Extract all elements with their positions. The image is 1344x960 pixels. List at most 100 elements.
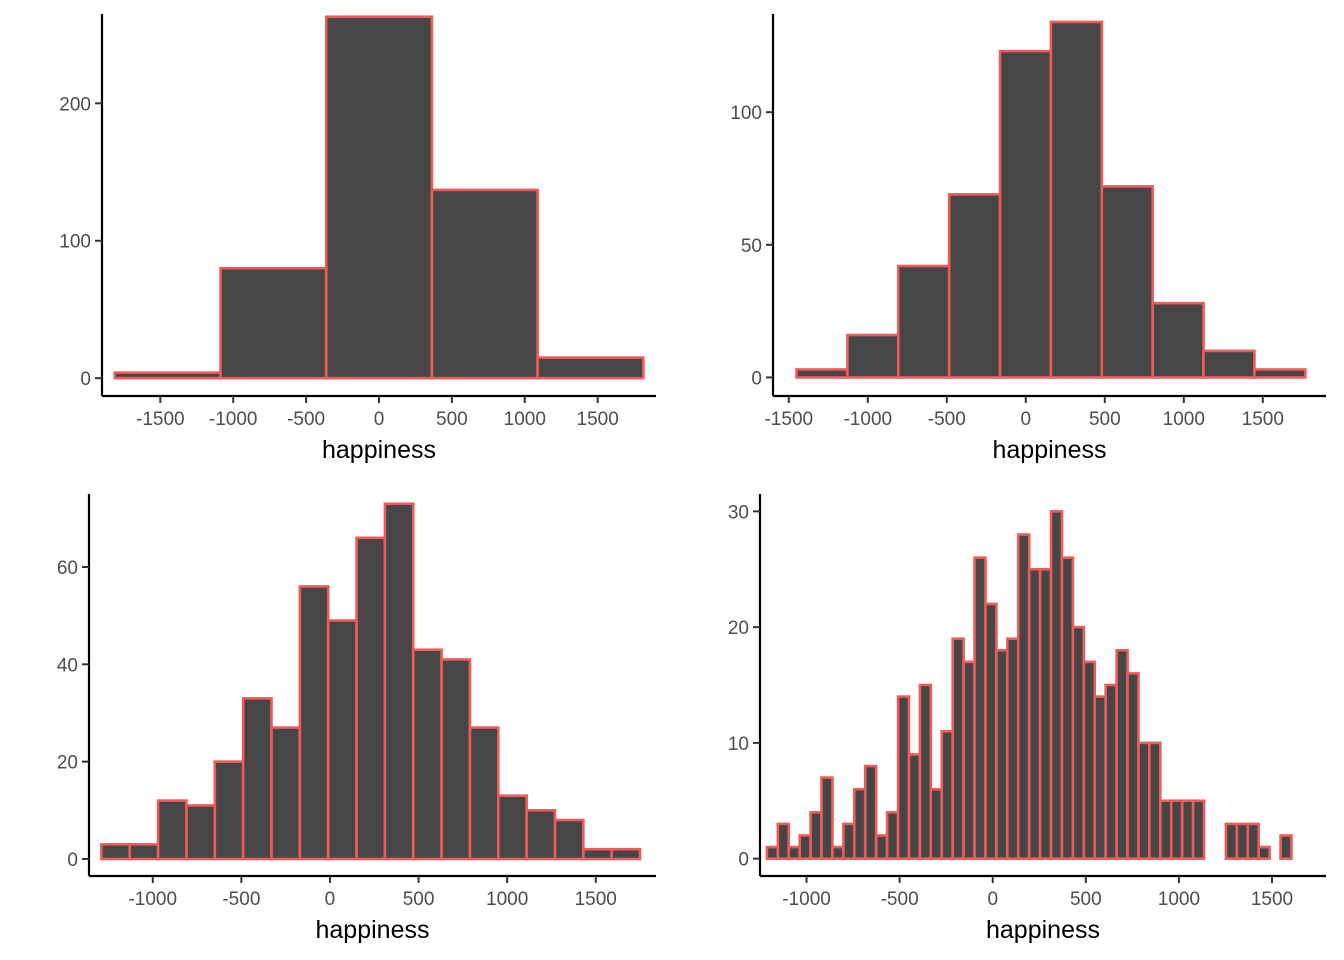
histogram-bar [962,660,976,860]
histogram-bar [863,764,878,860]
histogram-bar [128,843,160,861]
x-tick-label: 500 [1070,889,1102,910]
histogram-bar [984,602,998,860]
histogram-bar [411,648,443,861]
histogram-bar [298,585,330,861]
histogram-bar [1104,683,1118,860]
histogram-bar [795,368,849,379]
y-tick-label: 50 [741,236,762,257]
histogram-bar [998,49,1053,379]
histogram-bar [355,536,387,861]
histogram-bar [1224,822,1239,860]
histogram-bar [853,787,867,860]
x-tick-label: 1500 [575,889,617,910]
y-tick-label: 10 [728,734,749,755]
histogram-bar [973,556,987,860]
histogram-bar [1100,185,1154,379]
x-axis-title: happiness [316,916,430,944]
histogram-bar [765,845,780,860]
histogram-bar [536,356,645,380]
x-tick-label: 0 [374,409,385,430]
x-tick-label: 500 [436,409,468,430]
histogram-bar [1137,741,1151,860]
histogram-bar [1159,799,1173,860]
histogram-bar [1016,533,1031,860]
x-axis-title: happiness [986,916,1100,944]
histogram-bar [1257,845,1271,860]
histogram-bar [326,619,358,861]
histogram-bar [842,822,856,860]
histogram-bar [100,843,132,861]
y-tick-label: 20 [57,753,78,774]
histogram-bar [610,847,642,861]
histogram-bar [787,845,801,860]
histogram-bar [1169,799,1184,860]
histogram-bar [185,804,217,861]
histogram-bar [820,776,834,860]
histogram-bar [831,845,845,860]
histogram-bar [1253,368,1307,379]
histogram-bar [1191,799,1206,860]
y-tick-label: 30 [728,502,749,523]
x-tick-label: 1000 [1163,409,1205,430]
histogram-bar [1151,301,1205,379]
histogram-bar [995,648,1009,860]
y-tick-label: 200 [59,94,91,115]
histogram-bar [213,760,245,861]
y-tick-label: 60 [57,558,78,579]
histogram-bar [1246,822,1261,860]
panel-bottom-right: -1000 -500 0 500 1000 1500 0 10 20 30 happiness [728,494,1326,944]
x-tick-label: -1000 [782,889,831,910]
y-tick-label: 0 [751,368,762,389]
x-tick-label: -500 [928,409,966,430]
histogram-bar [582,847,613,861]
histogram-bar [809,811,823,860]
histogram-bar [947,193,1002,379]
x-tick-label: -1000 [209,409,258,430]
x-tick-label: 1000 [486,889,528,910]
histogram-bar [918,683,933,860]
histogram-bar [896,264,951,379]
histogram-bar [1027,567,1042,860]
x-tick-label: -500 [881,889,919,910]
y-tick-label: 0 [738,850,749,871]
histogram-bar [874,834,889,860]
histogram-bar [1235,822,1250,860]
histogram-bar [1148,741,1162,860]
histogram-bar [1038,567,1053,860]
x-tick-label: 1500 [1251,889,1293,910]
x-tick-label: 0 [1021,409,1032,430]
histogram-bar [430,188,539,380]
x-tick-label: 1500 [577,409,619,430]
x-tick-label: -500 [287,409,325,430]
x-tick-label: 500 [1089,409,1121,430]
panel-bottom-left: -1000 -500 0 500 1000 1500 0 20 40 60 happiness [57,494,656,944]
x-tick-label: -1000 [843,409,892,430]
histogram-bar [383,502,415,861]
x-tick-label: 0 [325,889,336,910]
y-tick-label: 20 [728,618,749,639]
histogram-bar [798,834,812,860]
histogram-bar [113,371,222,380]
y-tick-label: 0 [80,369,91,390]
histogram-bar [496,794,528,861]
histogram-bar [440,658,472,861]
histogram-bar [885,811,900,860]
x-axis-title: happiness [322,436,436,464]
histogram-bar [1006,637,1020,860]
histogram-bar [951,637,965,860]
x-tick-label: -500 [222,889,260,910]
histogram-bar [940,729,954,860]
y-tick-label: 40 [57,655,78,676]
histogram-bar [907,753,922,860]
histogram-bar [1082,660,1097,860]
x-axis-title: happiness [993,436,1107,464]
histogram-bar [219,266,328,380]
histogram-bar [468,726,500,861]
histogram-bar [776,822,791,860]
x-tick-label: 1000 [1158,889,1200,910]
histogram-bar [553,818,585,861]
x-tick-label: -1000 [128,889,177,910]
x-tick-label: 0 [987,889,998,910]
